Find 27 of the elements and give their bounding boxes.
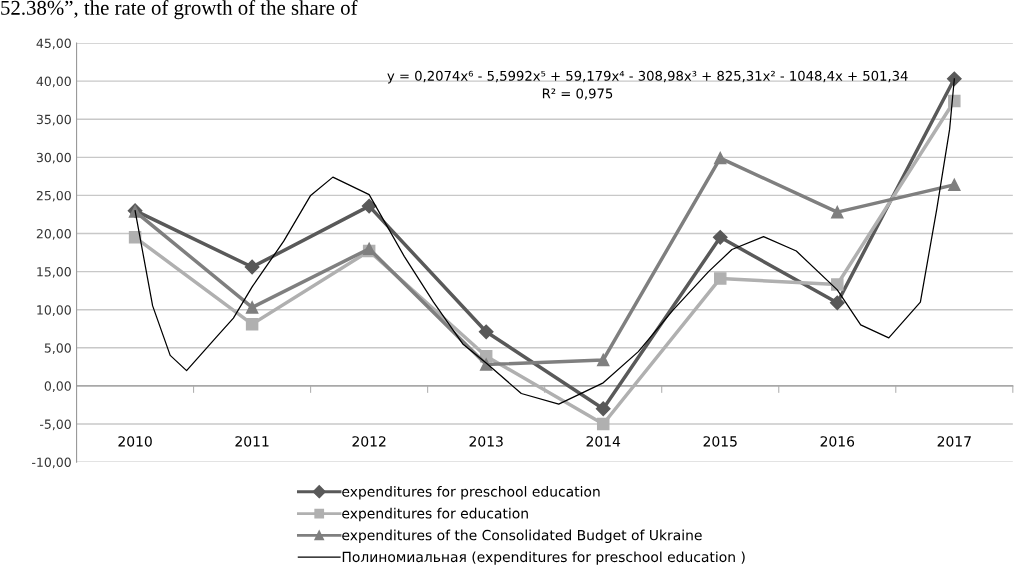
x-tick-label: 2013 xyxy=(469,436,503,447)
x-tick-label: 2015 xyxy=(703,436,737,447)
legend-label: expenditures for education xyxy=(342,507,528,522)
x-tick-label: 2010 xyxy=(118,436,152,447)
x-tick-label: 2017 xyxy=(937,436,971,447)
y-tick-label: -10,00 xyxy=(32,457,71,469)
y-tick-label: 30,00 xyxy=(36,152,71,164)
annotation: R² = 0,975 xyxy=(542,88,613,100)
y-tick-label: 5,00 xyxy=(44,343,71,354)
legend-label: Полиномиальная (expenditures for preschool education ) xyxy=(342,551,745,565)
y-tick-label: 45,00 xyxy=(36,38,71,50)
y-tick-label: 10,00 xyxy=(37,305,71,316)
y-tick-label: 15,00 xyxy=(37,267,71,278)
text: 52.38%”, the rate of growth of the share of xyxy=(1,0,358,20)
x-tick-label: 2014 xyxy=(586,436,621,447)
annotation: y = 0,2074x⁶ - 5,5992x⁵ + 59,179x⁴ - 308,98x³ + 825,31x² - 1048,4x + 501,34 xyxy=(387,70,908,84)
x-tick-label: 2011 xyxy=(235,436,269,447)
legend-label: expenditures of the Consolidated Budget of Ukraine xyxy=(342,529,702,544)
y-tick-label: 0,00 xyxy=(44,381,71,393)
y-tick-label: 20,00 xyxy=(36,228,71,240)
y-tick-label: 40,00 xyxy=(36,76,71,88)
y-tick-label: 25,00 xyxy=(36,190,71,202)
y-tick-label: 35,00 xyxy=(36,114,71,126)
x-tick-label: 2016 xyxy=(820,436,855,447)
y-tick-label: -5,00 xyxy=(39,419,71,431)
legend-label: expenditures for preschool education xyxy=(342,486,600,500)
x-tick-label: 2012 xyxy=(352,436,386,447)
